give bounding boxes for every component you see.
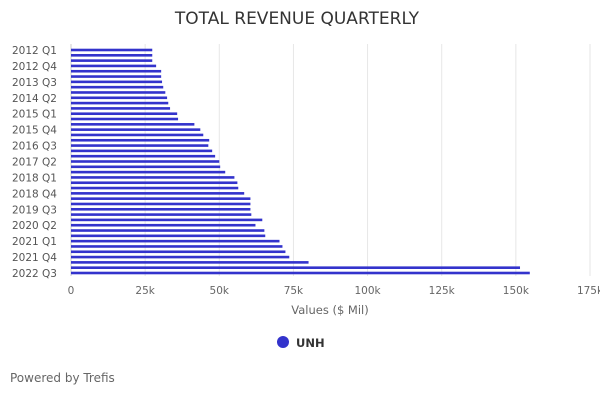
bar-2019-q2[interactable]: [71, 202, 251, 206]
bar-2016-q4[interactable]: [71, 149, 213, 153]
x-tick-label: 75k: [284, 285, 304, 297]
y-category-label: 2018 Q4: [12, 188, 57, 200]
y-category-label: 2019 Q3: [12, 204, 57, 216]
bar-2017-q3[interactable]: [71, 165, 221, 169]
bar-2014-q3[interactable]: [71, 101, 169, 105]
y-category-label: 2021 Q4: [12, 252, 57, 264]
bar-2015-q3[interactable]: [71, 123, 195, 126]
bar-2021-q1[interactable]: [71, 239, 280, 243]
x-tick-label: 25k: [135, 285, 155, 297]
y-category-label: 2021 Q1: [12, 236, 57, 248]
y-category-label: 2014 Q2: [12, 93, 57, 105]
bar-2012-q4[interactable]: [71, 64, 157, 68]
y-category-label: 2016 Q3: [12, 141, 57, 153]
bar-2020-q3[interactable]: [71, 229, 265, 232]
x-tick-label: 100k: [355, 285, 382, 297]
bar-2022-q1[interactable]: [71, 261, 309, 264]
bar-2015-q1[interactable]: [71, 112, 178, 116]
legend-item-unh[interactable]: UNH: [277, 336, 325, 350]
y-category-label: 2020 Q2: [12, 220, 57, 232]
y-category-label: 2015 Q1: [12, 109, 57, 121]
bar-2022-q2[interactable]: [71, 266, 521, 269]
bar-2015-q2[interactable]: [71, 117, 179, 121]
bar-2022-q3[interactable]: [71, 271, 530, 275]
y-category-label: 2012 Q4: [12, 61, 57, 73]
bar-2015-q4[interactable]: [71, 128, 201, 131]
bar-2019-q4[interactable]: [71, 213, 252, 216]
bar-2021-q3[interactable]: [71, 250, 286, 254]
bar-2017-q2[interactable]: [71, 160, 220, 163]
bar-2013-q3[interactable]: [71, 80, 163, 84]
x-tick-label: 150k: [503, 285, 530, 297]
bar-2020-q1[interactable]: [71, 218, 263, 222]
bar-2019-q3[interactable]: [71, 207, 251, 211]
y-category-label: 2013 Q3: [12, 77, 57, 89]
y-category-label: 2012 Q1: [12, 45, 57, 57]
x-tick-label: 175k: [577, 285, 600, 297]
chart-title: TOTAL REVENUE QUARTERLY: [174, 9, 420, 29]
bar-2013-q1[interactable]: [71, 69, 162, 73]
y-category-label: 2022 Q3: [12, 268, 57, 280]
bar-2021-q2[interactable]: [71, 245, 283, 248]
bar-2018-q4[interactable]: [71, 192, 245, 195]
bar-2017-q4[interactable]: [71, 170, 226, 174]
y-category-label: 2015 Q4: [12, 125, 57, 137]
bar-2012-q2[interactable]: [71, 54, 153, 57]
bar-2014-q1[interactable]: [71, 91, 166, 94]
bar-2014-q4[interactable]: [71, 107, 171, 110]
powered-by-credit[interactable]: Powered by Trefis: [10, 371, 115, 385]
bar-2016-q3[interactable]: [71, 144, 209, 147]
bar-2012-q3[interactable]: [71, 59, 153, 62]
legend-label: UNH: [296, 336, 325, 350]
bar-2018-q3[interactable]: [71, 186, 239, 190]
bar-2016-q2[interactable]: [71, 138, 210, 142]
bar-2019-q1[interactable]: [71, 197, 251, 200]
y-category-label: 2017 Q2: [12, 157, 57, 169]
x-tick-label: 0: [68, 285, 75, 297]
bar-2021-q4[interactable]: [71, 255, 290, 259]
bar-2020-q2[interactable]: [71, 223, 256, 227]
bar-2013-q2[interactable]: [71, 75, 162, 78]
bar-2012-q1[interactable]: [71, 48, 153, 52]
x-tick-label: 125k: [429, 285, 456, 297]
bar-2018-q2[interactable]: [71, 181, 238, 185]
bar-2013-q4[interactable]: [71, 85, 164, 89]
bar-2018-q1[interactable]: [71, 176, 235, 179]
x-axis-title: Values ($ Mil): [291, 303, 369, 317]
bar-2020-q4[interactable]: [71, 234, 266, 238]
y-category-label: 2018 Q1: [12, 172, 57, 184]
bar-2016-q1[interactable]: [71, 133, 204, 137]
legend-marker: [277, 336, 289, 348]
bar-2014-q2[interactable]: [71, 96, 168, 100]
x-tick-label: 50k: [210, 285, 230, 297]
bar-2017-q1[interactable]: [71, 154, 216, 158]
